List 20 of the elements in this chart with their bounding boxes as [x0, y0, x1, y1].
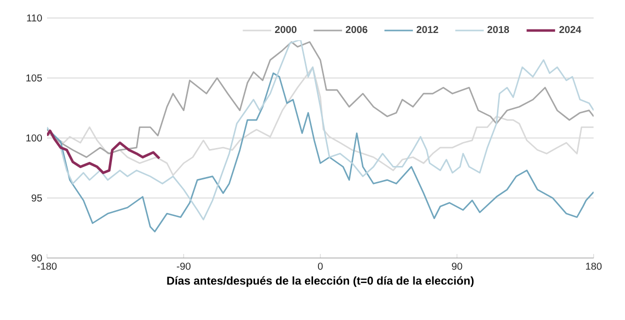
y-tick-label: 95: [32, 194, 42, 202]
legend-label: 2006: [346, 26, 368, 34]
x-tick-label: 0: [318, 262, 323, 270]
legend-label: 2012: [416, 26, 438, 34]
line-series: [47, 41, 594, 158]
y-tick-label: 100: [26, 134, 42, 142]
y-tick-label: 110: [27, 14, 42, 22]
legend-label: 2024: [559, 26, 582, 34]
x-tick-label: 180: [586, 262, 602, 270]
line-series: [47, 72, 594, 232]
x-axis-title: Días antes/después de la elección (t=0 día de la elección): [167, 276, 474, 287]
legend-label: 2018: [487, 26, 510, 34]
y-tick-label: 105: [26, 74, 42, 82]
x-tick-label: -180: [37, 262, 57, 270]
x-tick-label: -90: [176, 262, 190, 270]
y-tick-label: 90: [32, 254, 42, 262]
line-series: [47, 130, 161, 174]
legend-label: 2000: [274, 26, 296, 34]
x-tick-label: 90: [452, 262, 462, 270]
line-series: [47, 38, 594, 220]
